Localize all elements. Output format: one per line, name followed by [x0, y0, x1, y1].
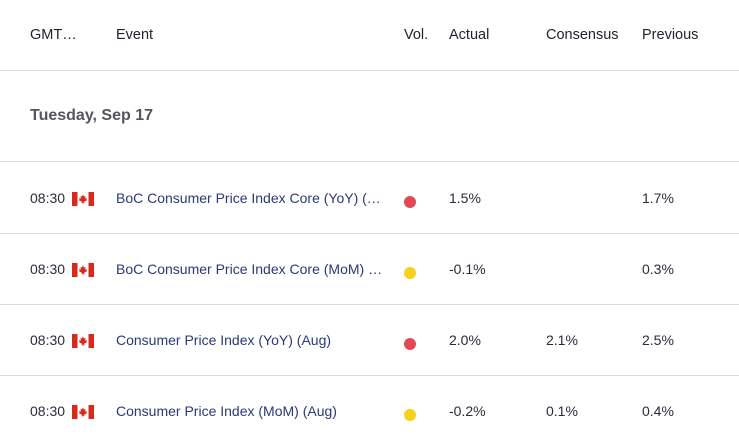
date-label: Tuesday, Sep 17 — [30, 107, 154, 124]
previous-value: 2.5% — [642, 332, 674, 348]
event-name[interactable]: Consumer Price Index (YoY) (Aug) — [116, 332, 332, 348]
event-time: 08:30 — [30, 332, 66, 348]
previous-value: 1.7% — [642, 190, 674, 206]
canada-flag-icon — [72, 334, 94, 348]
consensus-value: 2.1% — [546, 332, 578, 348]
table-row[interactable]: 08:30 Consumer Price Index (MoM) (Aug) -… — [0, 376, 739, 447]
canada-flag-icon — [72, 263, 94, 277]
event-name[interactable]: Consumer Price Index (MoM) (Aug) — [116, 403, 337, 419]
event-name[interactable]: BoC Consumer Price Index Core (MoM) … — [116, 261, 383, 277]
table-row[interactable]: 08:30 BoC Consumer Price Index Core (MoM… — [0, 234, 739, 305]
table-row[interactable]: 08:30 BoC Consumer Price Index Core (YoY… — [0, 163, 739, 234]
previous-value: 0.3% — [642, 261, 674, 277]
header-consensus[interactable]: Consensus — [546, 27, 619, 43]
canada-flag-icon — [72, 192, 94, 206]
table-row[interactable]: 08:30 Consumer Price Index (YoY) (Aug) 2… — [0, 305, 739, 376]
header-vol[interactable]: Vol. — [404, 27, 429, 43]
actual-value: 2.0% — [449, 332, 481, 348]
previous-value: 0.4% — [642, 403, 674, 419]
event-name[interactable]: BoC Consumer Price Index Core (YoY) (… — [116, 190, 381, 206]
volatility-high-indicator — [404, 338, 416, 350]
event-time: 08:30 — [30, 403, 66, 419]
header-actual[interactable]: Actual — [449, 27, 490, 43]
volatility-high-indicator — [404, 196, 416, 208]
table-header: GMT… Event Vol. Actual Consensus Previou… — [0, 0, 739, 71]
event-time: 08:30 — [30, 261, 66, 277]
date-group-row: Tuesday, Sep 17 — [0, 72, 739, 162]
volatility-medium-indicator — [404, 409, 416, 421]
header-gmt[interactable]: GMT… — [30, 27, 77, 43]
actual-value: 1.5% — [449, 190, 481, 206]
canada-flag-icon — [72, 405, 94, 419]
consensus-value: 0.1% — [546, 403, 578, 419]
header-previous[interactable]: Previous — [642, 27, 699, 43]
event-time: 08:30 — [30, 190, 66, 206]
actual-value: -0.2% — [449, 403, 486, 419]
header-event[interactable]: Event — [116, 27, 154, 43]
actual-value: -0.1% — [449, 261, 486, 277]
volatility-medium-indicator — [404, 267, 416, 279]
